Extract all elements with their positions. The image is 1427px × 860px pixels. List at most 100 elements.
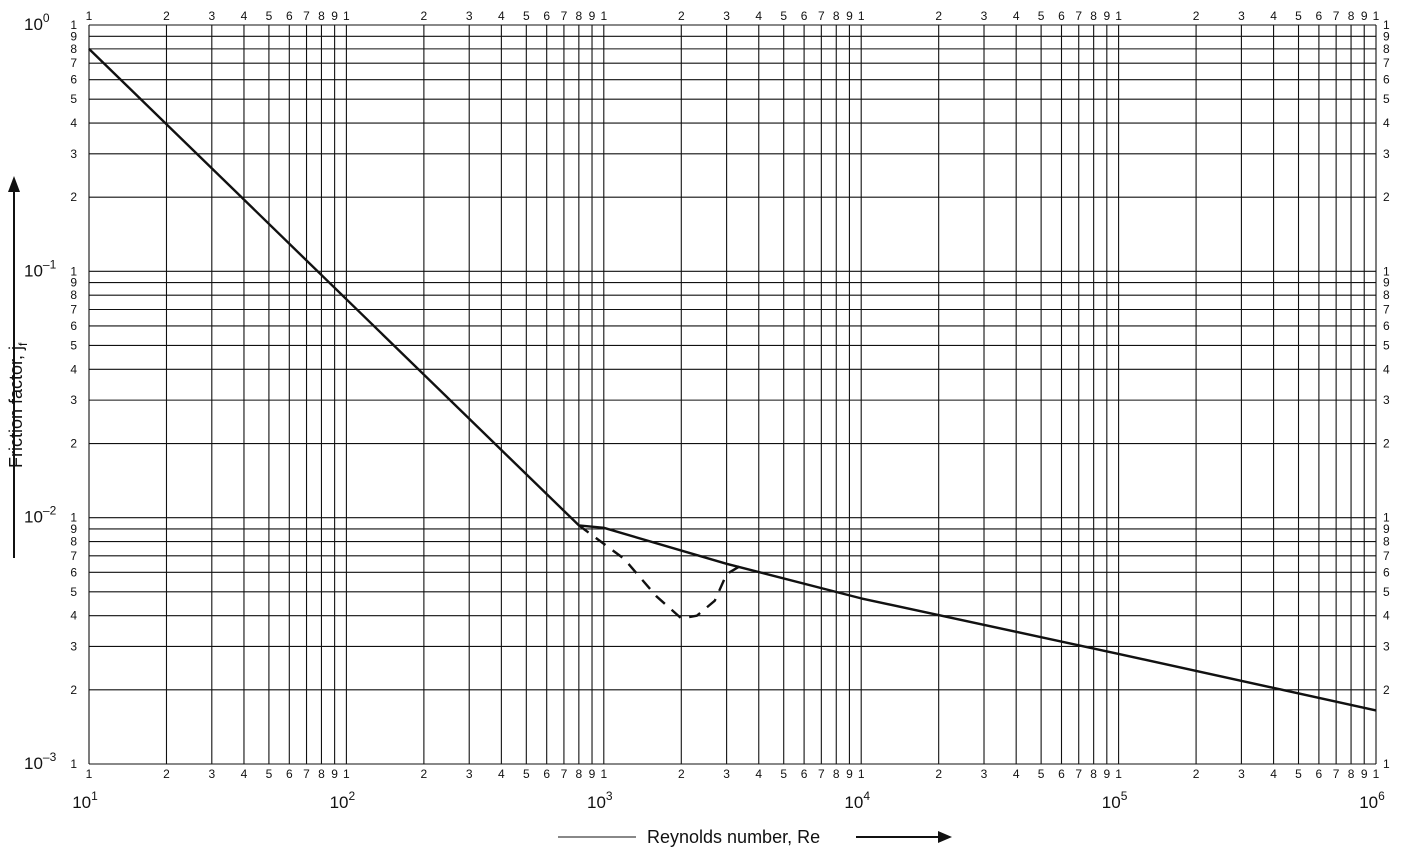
x-top-tick-label: 7	[818, 9, 825, 23]
x-bottom-tick-label: 8	[1348, 767, 1355, 781]
x-top-tick-label: 4	[1270, 9, 1277, 23]
x-top-tick-label: 4	[755, 9, 762, 23]
y-left-tick-label: 6	[70, 565, 77, 579]
x-bottom-tick-label: 4	[755, 767, 762, 781]
x-bottom-tick-label: 6	[286, 767, 293, 781]
y-left-tick-label: 1	[70, 511, 77, 525]
y-left-tick-label: 3	[70, 393, 77, 407]
x-top-tick-label: 9	[1103, 9, 1110, 23]
x-bottom-tick-label: 1	[86, 767, 93, 781]
x-bottom-tick-label: 1	[1373, 767, 1380, 781]
x-bottom-tick-label: 7	[561, 767, 568, 781]
y-decade-exponent: –2	[43, 504, 57, 518]
y-left-tick-label: 5	[70, 585, 77, 599]
y-left-tick-label: 9	[70, 276, 77, 290]
y-left-tick-label: 7	[70, 302, 77, 316]
x-top-tick-label: 9	[846, 9, 853, 23]
x-top-tick-label: 8	[1090, 9, 1097, 23]
x-bottom-tick-label: 3	[1238, 767, 1245, 781]
x-bottom-tick-label: 1	[858, 767, 865, 781]
x-bottom-tick-label: 3	[981, 767, 988, 781]
x-bottom-tick-label: 3	[208, 767, 215, 781]
y-right-tick-label: 7	[1383, 549, 1390, 563]
x-top-tick-label: 1	[858, 9, 865, 23]
x-top-tick-label: 8	[576, 9, 583, 23]
x-bottom-tick-label: 8	[318, 767, 325, 781]
y-right-tick-label: 5	[1383, 92, 1390, 106]
x-top-tick-label: 3	[1238, 9, 1245, 23]
y-right-tick-label: 2	[1383, 437, 1390, 451]
x-top-tick-label: 3	[981, 9, 988, 23]
y-left-tick-label: 9	[70, 522, 77, 536]
y-left-tick-label: 2	[70, 437, 77, 451]
x-top-tick-label: 9	[1361, 9, 1368, 23]
x-top-tick-label: 4	[1013, 9, 1020, 23]
x-top-tick-label: 2	[421, 9, 428, 23]
x-bottom-tick-label: 5	[1038, 767, 1045, 781]
x-top-tick-label: 2	[1193, 9, 1200, 23]
y-left-tick-label: 4	[70, 362, 77, 376]
y-right-tick-label: 7	[1383, 302, 1390, 316]
x-bottom-tick-label: 5	[523, 767, 530, 781]
y-right-tick-label: 8	[1383, 535, 1390, 549]
x-bottom-tick-label: 5	[266, 767, 273, 781]
y-decade-base: 10	[24, 754, 43, 773]
y-decade-label: 10–3	[24, 750, 57, 773]
x-bottom-tick-label: 1	[343, 767, 350, 781]
y-decade-exponent: –3	[43, 750, 57, 764]
x-top-tick-label: 5	[1038, 9, 1045, 23]
grid	[88, 24, 1377, 765]
y-left-tick-label: 3	[70, 147, 77, 161]
y-left-tick-label: 8	[70, 42, 77, 56]
x-bottom-tick-label: 1	[600, 767, 607, 781]
x-bottom-tick-label: 2	[163, 767, 170, 781]
x-bottom-tick-label: 5	[780, 767, 787, 781]
x-axis-title-group: Reynolds number, Re	[558, 827, 952, 847]
x-bottom-tick-label: 2	[421, 767, 428, 781]
y-left-tick-label: 1	[70, 757, 77, 771]
x-top-tick-label: 4	[241, 9, 248, 23]
x-bottom-tick-label: 2	[1193, 767, 1200, 781]
x-bottom-tick-label: 6	[801, 767, 808, 781]
x-bottom-tick-label: 2	[678, 767, 685, 781]
y-right-tick-label: 9	[1383, 522, 1390, 536]
y-right-tick-label: 3	[1383, 393, 1390, 407]
x-top-tick-label: 4	[498, 9, 505, 23]
y-left-tick-label: 2	[70, 683, 77, 697]
x-decade-base: 10	[587, 793, 606, 812]
x-bottom-tick-label: 3	[723, 767, 730, 781]
x-axis-title: Reynolds number, Re	[647, 827, 820, 847]
x-top-tick-label: 5	[1295, 9, 1302, 23]
x-bottom-tick-label: 9	[1361, 767, 1368, 781]
x-bottom-tick-label: 7	[1075, 767, 1082, 781]
y-right-tick-label: 5	[1383, 338, 1390, 352]
x-bottom-tick-label: 7	[1333, 767, 1340, 781]
x-top-tick-label: 7	[1075, 9, 1082, 23]
x-top-tick-label: 6	[543, 9, 550, 23]
y-right-tick-label: 5	[1383, 585, 1390, 599]
x-top-tick-label: 7	[1333, 9, 1340, 23]
x-decade-exponent: 2	[349, 789, 356, 803]
x-decade-exponent: 3	[606, 789, 613, 803]
y-right-tick-label: 1	[1383, 264, 1390, 278]
x-top-tick-label: 1	[343, 9, 350, 23]
y-left-tick-label: 5	[70, 338, 77, 352]
x-bottom-tick-label: 5	[1295, 767, 1302, 781]
x-top-tick-label: 7	[303, 9, 310, 23]
y-right-tick-label: 3	[1383, 147, 1390, 161]
x-axis-arrow-head	[938, 831, 952, 843]
x-bottom-tick-label: 4	[1270, 767, 1277, 781]
y-left-tick-label: 9	[70, 29, 77, 43]
x-top-tick-label: 3	[466, 9, 473, 23]
x-decade-exponent: 4	[863, 789, 870, 803]
x-top-tick-label: 8	[1348, 9, 1355, 23]
x-bottom-tick-label: 8	[833, 767, 840, 781]
x-decade-exponent: 1	[91, 789, 98, 803]
y-left-tick-label: 3	[70, 639, 77, 653]
y-right-tick-label: 9	[1383, 29, 1390, 43]
y-right-tick-label: 4	[1383, 609, 1390, 623]
x-top-tick-label: 1	[86, 9, 93, 23]
x-bottom-tick-label: 4	[241, 767, 248, 781]
x-top-tick-label: 2	[935, 9, 942, 23]
y-right-tick-label: 6	[1383, 73, 1390, 87]
